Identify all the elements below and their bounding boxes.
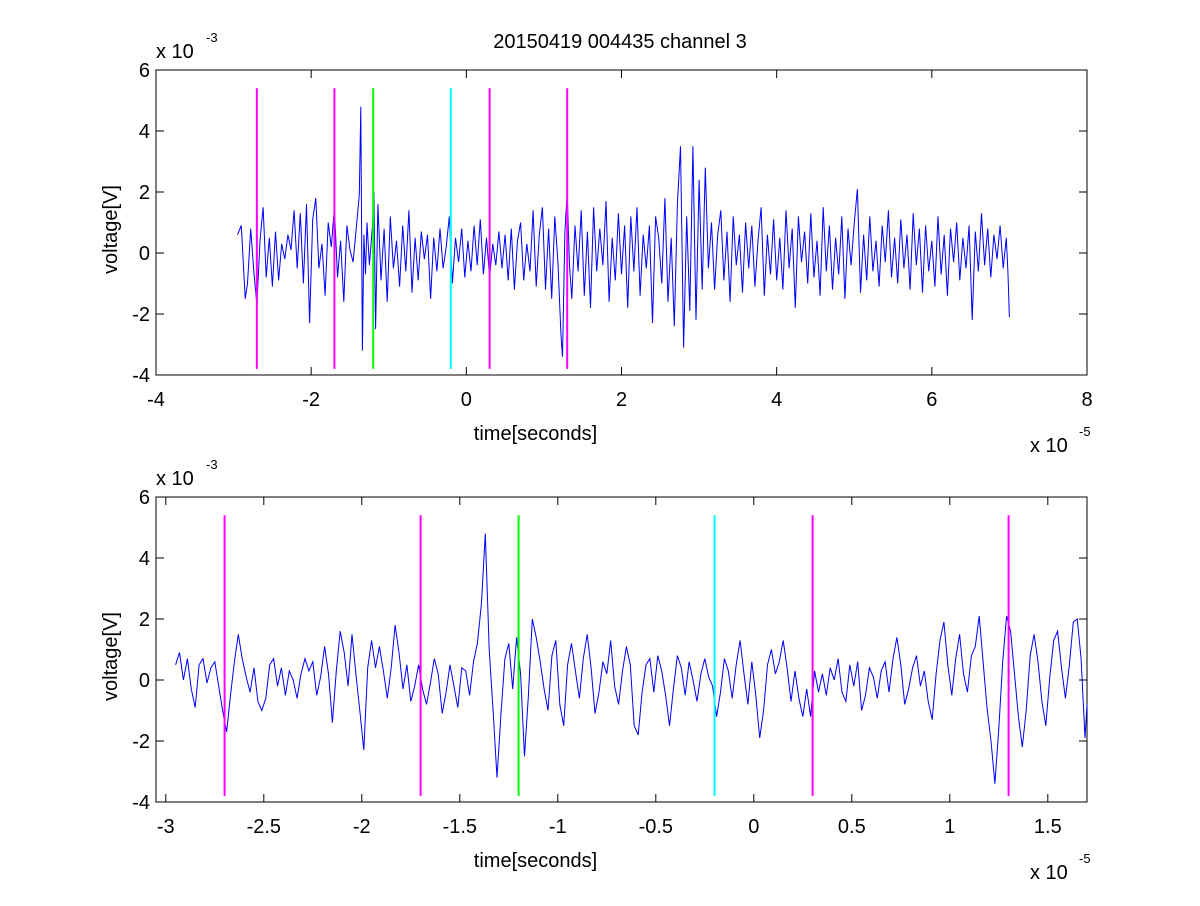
x-tick-label: 8 [1081, 389, 1092, 411]
y-tick-label: -4 [132, 365, 150, 387]
y-tick-label: -2 [132, 304, 150, 326]
x-tick-label: -1 [549, 816, 567, 838]
x-exponent-power: -5 [1079, 851, 1091, 866]
axes-top: -4 -2 0 2 4 6 8 -4 -2 0 2 4 6 time[seconds] voltage[V]… [100, 30, 1093, 457]
y-tick-label: 0 [139, 670, 150, 692]
x-exponent-label: x 10 [1030, 435, 1068, 457]
x-tick-label: -2.5 [247, 816, 281, 838]
y-tick-label: 0 [139, 243, 150, 265]
y-exponent-label: x 10 [156, 41, 194, 63]
y-tick-label: -2 [132, 731, 150, 753]
y-exponent-power: -3 [206, 457, 218, 472]
x-tick-label: -0.5 [639, 816, 673, 838]
x-axis-label: time[seconds] [474, 423, 597, 445]
x-exponent-label: x 10 [1030, 862, 1068, 884]
y-tick-label: -4 [132, 792, 150, 814]
y-tick-label: 2 [139, 609, 150, 631]
x-exponent-power: -5 [1079, 424, 1091, 439]
axes-bottom: -3 -2.5 -2 -1.5 -1 -0.5 0 0.5 1 1.5 -4 -2 0 2 4 6 time[s… [100, 457, 1091, 884]
x-axis-label: time[seconds] [474, 850, 597, 872]
x-tick-label: 4 [771, 389, 782, 411]
y-axis-label: voltage[V] [100, 612, 122, 701]
x-tick-label: 6 [926, 389, 937, 411]
x-tick-label: 0 [748, 816, 759, 838]
plot-area [155, 496, 1088, 803]
y-axis-label: voltage[V] [100, 185, 122, 274]
y-tick-label: 2 [139, 182, 150, 204]
x-tick-label: -2 [353, 816, 371, 838]
y-tick-label: 6 [139, 60, 150, 82]
x-tick-label: 0 [461, 389, 472, 411]
x-tick-label: -2 [302, 389, 320, 411]
x-tick-label: -4 [147, 389, 165, 411]
x-tick-label: -3 [157, 816, 175, 838]
figure-title: 20150419 004435 channel 3 [493, 31, 747, 53]
x-tick-label: 2 [616, 389, 627, 411]
x-tick-label: 1.5 [1034, 816, 1062, 838]
series-line [237, 106, 1010, 357]
x-tick-label: -1.5 [443, 816, 477, 838]
y-tick-label: 4 [139, 548, 150, 570]
series-line [175, 533, 1088, 784]
y-exponent-power: -3 [206, 30, 218, 45]
y-tick-label: 4 [139, 121, 150, 143]
x-tick-label: 0.5 [838, 816, 866, 838]
y-tick-label: 6 [139, 487, 150, 509]
y-exponent-label: x 10 [156, 468, 194, 490]
x-tick-label: 1 [944, 816, 955, 838]
